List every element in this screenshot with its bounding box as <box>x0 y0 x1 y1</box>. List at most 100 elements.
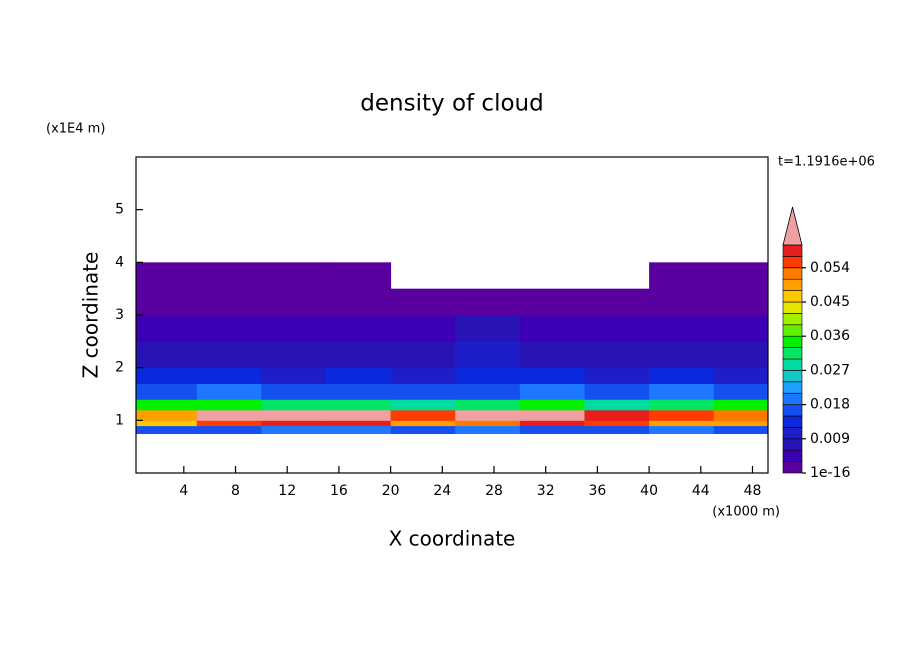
contour-cell <box>713 315 768 342</box>
colorbar-tick-label: 1e-16 <box>810 465 850 481</box>
contour-cell <box>136 383 198 400</box>
contour-cell <box>196 262 262 290</box>
contour-cell <box>196 383 262 400</box>
contour-cell <box>390 341 456 369</box>
y-tick-label: 2 <box>115 360 124 376</box>
contour-cell <box>325 399 392 411</box>
x-unit: (x1000 m) <box>712 505 780 520</box>
x-axis-label: X coordinate <box>389 527 516 551</box>
x-tick-label: 8 <box>231 483 240 499</box>
colorbar-tick-label: 0.036 <box>810 328 850 344</box>
contour-cell <box>390 315 456 342</box>
contour-cell <box>455 399 521 411</box>
contour-cell <box>649 399 715 411</box>
contour-cell <box>649 367 715 384</box>
colorbar-tick-label: 0.045 <box>810 294 850 310</box>
contour-cell <box>649 262 715 290</box>
contour-cell <box>455 409 521 421</box>
contour-cell <box>136 399 198 411</box>
contour-cell <box>196 399 262 411</box>
contour-cell <box>196 315 262 342</box>
colorbar-box <box>782 267 803 280</box>
colorbar-box <box>782 358 803 371</box>
colorbar-over <box>782 206 803 246</box>
colorbar-box <box>782 427 803 440</box>
contour-cell <box>390 409 456 421</box>
contour-cell <box>519 341 585 369</box>
y-tick-label: 5 <box>115 202 124 218</box>
contour-cell <box>713 425 768 434</box>
x-tick-label: 36 <box>588 483 606 499</box>
contour-cell <box>584 399 650 411</box>
colorbar-tick-label: 0.054 <box>810 260 850 276</box>
contour-cell <box>261 315 327 342</box>
contour-cell <box>261 425 327 434</box>
contour-cell <box>519 383 585 400</box>
colorbar-tick-label: 0.009 <box>810 431 850 447</box>
x-tick-label: 4 <box>179 483 188 499</box>
contour-cell <box>261 262 327 290</box>
contour-cell <box>519 425 585 434</box>
colorbar-box <box>782 370 803 383</box>
contour-cell <box>519 399 585 411</box>
contour-cell <box>325 315 392 342</box>
contour-cell <box>196 409 262 421</box>
x-tick-label: 48 <box>744 483 762 499</box>
contour-cell <box>713 409 768 421</box>
contour-cell <box>325 288 392 316</box>
contour-cell <box>713 420 768 427</box>
x-tick-label: 12 <box>278 483 296 499</box>
chart-title: density of cloud <box>360 91 543 117</box>
contour-cell <box>261 341 327 369</box>
contour-cell <box>649 315 715 342</box>
contour-cell <box>455 425 521 434</box>
contour-cell <box>196 367 262 384</box>
colorbar-box <box>782 392 803 405</box>
contour-cell <box>136 262 198 290</box>
colorbar-box <box>782 438 803 451</box>
contour-cell <box>390 425 456 434</box>
x-tick-label: 20 <box>382 483 400 499</box>
colorbar-box <box>782 404 803 417</box>
y-unit: (x1E4 m) <box>46 122 105 137</box>
contour-cell <box>261 383 327 400</box>
contour-cell <box>136 409 198 421</box>
contour-cell <box>136 315 198 342</box>
contour-cell <box>584 288 650 316</box>
contour-cell <box>261 367 327 384</box>
colorbar-box <box>782 461 803 474</box>
contour-cell <box>649 409 715 421</box>
field <box>136 262 768 434</box>
x-tick-label: 32 <box>537 483 555 499</box>
colorbar-box <box>782 313 803 326</box>
contour-cell <box>649 341 715 369</box>
x-tick-label: 16 <box>330 483 348 499</box>
colorbar-box <box>782 244 803 257</box>
colorbar-box <box>782 290 803 303</box>
contour-cell <box>713 288 768 316</box>
contour-cell <box>713 367 768 384</box>
contour-cell <box>584 383 650 400</box>
contour-cell <box>196 288 262 316</box>
contour-cell <box>584 420 650 427</box>
contour-cell <box>390 288 456 316</box>
contour-cell <box>325 262 392 290</box>
contour-cell <box>584 425 650 434</box>
y-tick-label: 4 <box>115 254 124 270</box>
contour-cell <box>136 288 198 316</box>
colorbar-box <box>782 335 803 348</box>
colorbar-box <box>782 449 803 462</box>
colorbar-box <box>782 301 803 314</box>
contour-cell <box>390 420 456 427</box>
contour-cell <box>136 341 198 369</box>
contour-cell <box>649 288 715 316</box>
contour-cell <box>196 420 262 427</box>
colorbar-tick-label: 0.027 <box>810 362 850 378</box>
contour-cell <box>325 409 392 421</box>
x-tick-label: 44 <box>692 483 710 499</box>
y-tick-label: 3 <box>115 307 124 323</box>
contour-cell <box>519 409 585 421</box>
contour-cell <box>519 315 585 342</box>
colorbar-box <box>782 381 803 394</box>
contour-cell <box>196 341 262 369</box>
